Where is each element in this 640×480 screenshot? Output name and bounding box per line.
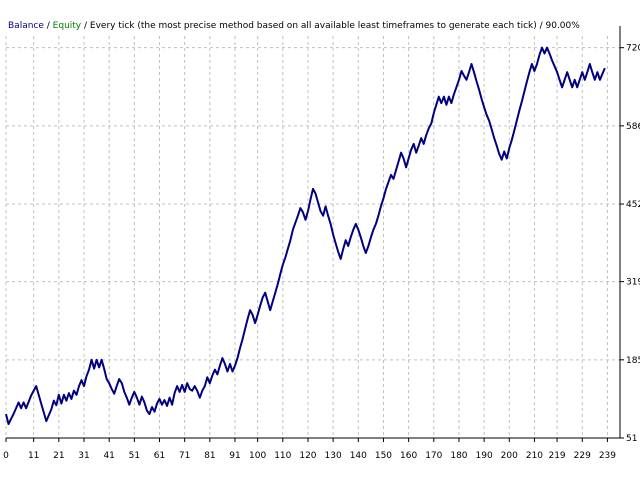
series-layer — [5, 46, 606, 425]
x-tick-label: 229 — [574, 451, 591, 461]
x-tick-label: 31 — [78, 451, 89, 461]
x-tick-label: 41 — [103, 451, 114, 461]
x-tick-label: 91 — [229, 451, 240, 461]
x-tick-label: 61 — [154, 451, 165, 461]
x-tick-label: 200 — [501, 451, 518, 461]
y-tick-label: 586 — [626, 122, 640, 132]
x-ticks: 0 11 21 31 41 51 61 71 81 91 100 110 120 130 140 150 160… — [3, 438, 616, 461]
x-tick-label: 51 — [129, 451, 140, 461]
x-tick-label: 170 — [425, 451, 442, 461]
x-tick-label: 21 — [53, 451, 64, 461]
x-tick-label: 190 — [476, 451, 493, 461]
balance-series-line — [5, 46, 606, 425]
x-tick-label: 110 — [274, 451, 291, 461]
legend-description: / Every tick (the most precise method ba… — [81, 21, 580, 31]
y-tick-label: 720 — [626, 44, 640, 54]
x-tick-label: 210 — [526, 451, 543, 461]
x-tick-label: 150 — [375, 451, 392, 461]
y-tick-label: 319 — [626, 278, 640, 288]
x-tick-label: 0 — [3, 451, 9, 461]
y-tick-label: 185 — [626, 356, 640, 366]
x-tick-label: 219 — [548, 451, 565, 461]
x-tick-label: 11 — [28, 451, 39, 461]
x-tick-label: 100 — [249, 451, 266, 461]
x-tick-label: 180 — [450, 451, 467, 461]
y-tick-label: 452 — [626, 200, 640, 210]
legend-equity: Equity — [53, 21, 82, 31]
legend-separator: / — [44, 21, 53, 31]
chart-legend: Balance / Equity / Every tick (the most … — [8, 21, 580, 31]
y-tick-label: 51 — [626, 434, 637, 444]
x-tick-label: 130 — [325, 451, 342, 461]
x-tick-label: 239 — [599, 451, 616, 461]
legend-balance: Balance — [8, 21, 44, 31]
x-tick-label: 140 — [350, 451, 367, 461]
x-tick-label: 81 — [204, 451, 215, 461]
x-tick-label: 120 — [299, 451, 316, 461]
axes — [6, 26, 621, 439]
x-tick-label: 160 — [400, 451, 417, 461]
x-tick-label: 71 — [179, 451, 190, 461]
y-ticks: 51 185 319 452 586 720 — [620, 44, 640, 444]
